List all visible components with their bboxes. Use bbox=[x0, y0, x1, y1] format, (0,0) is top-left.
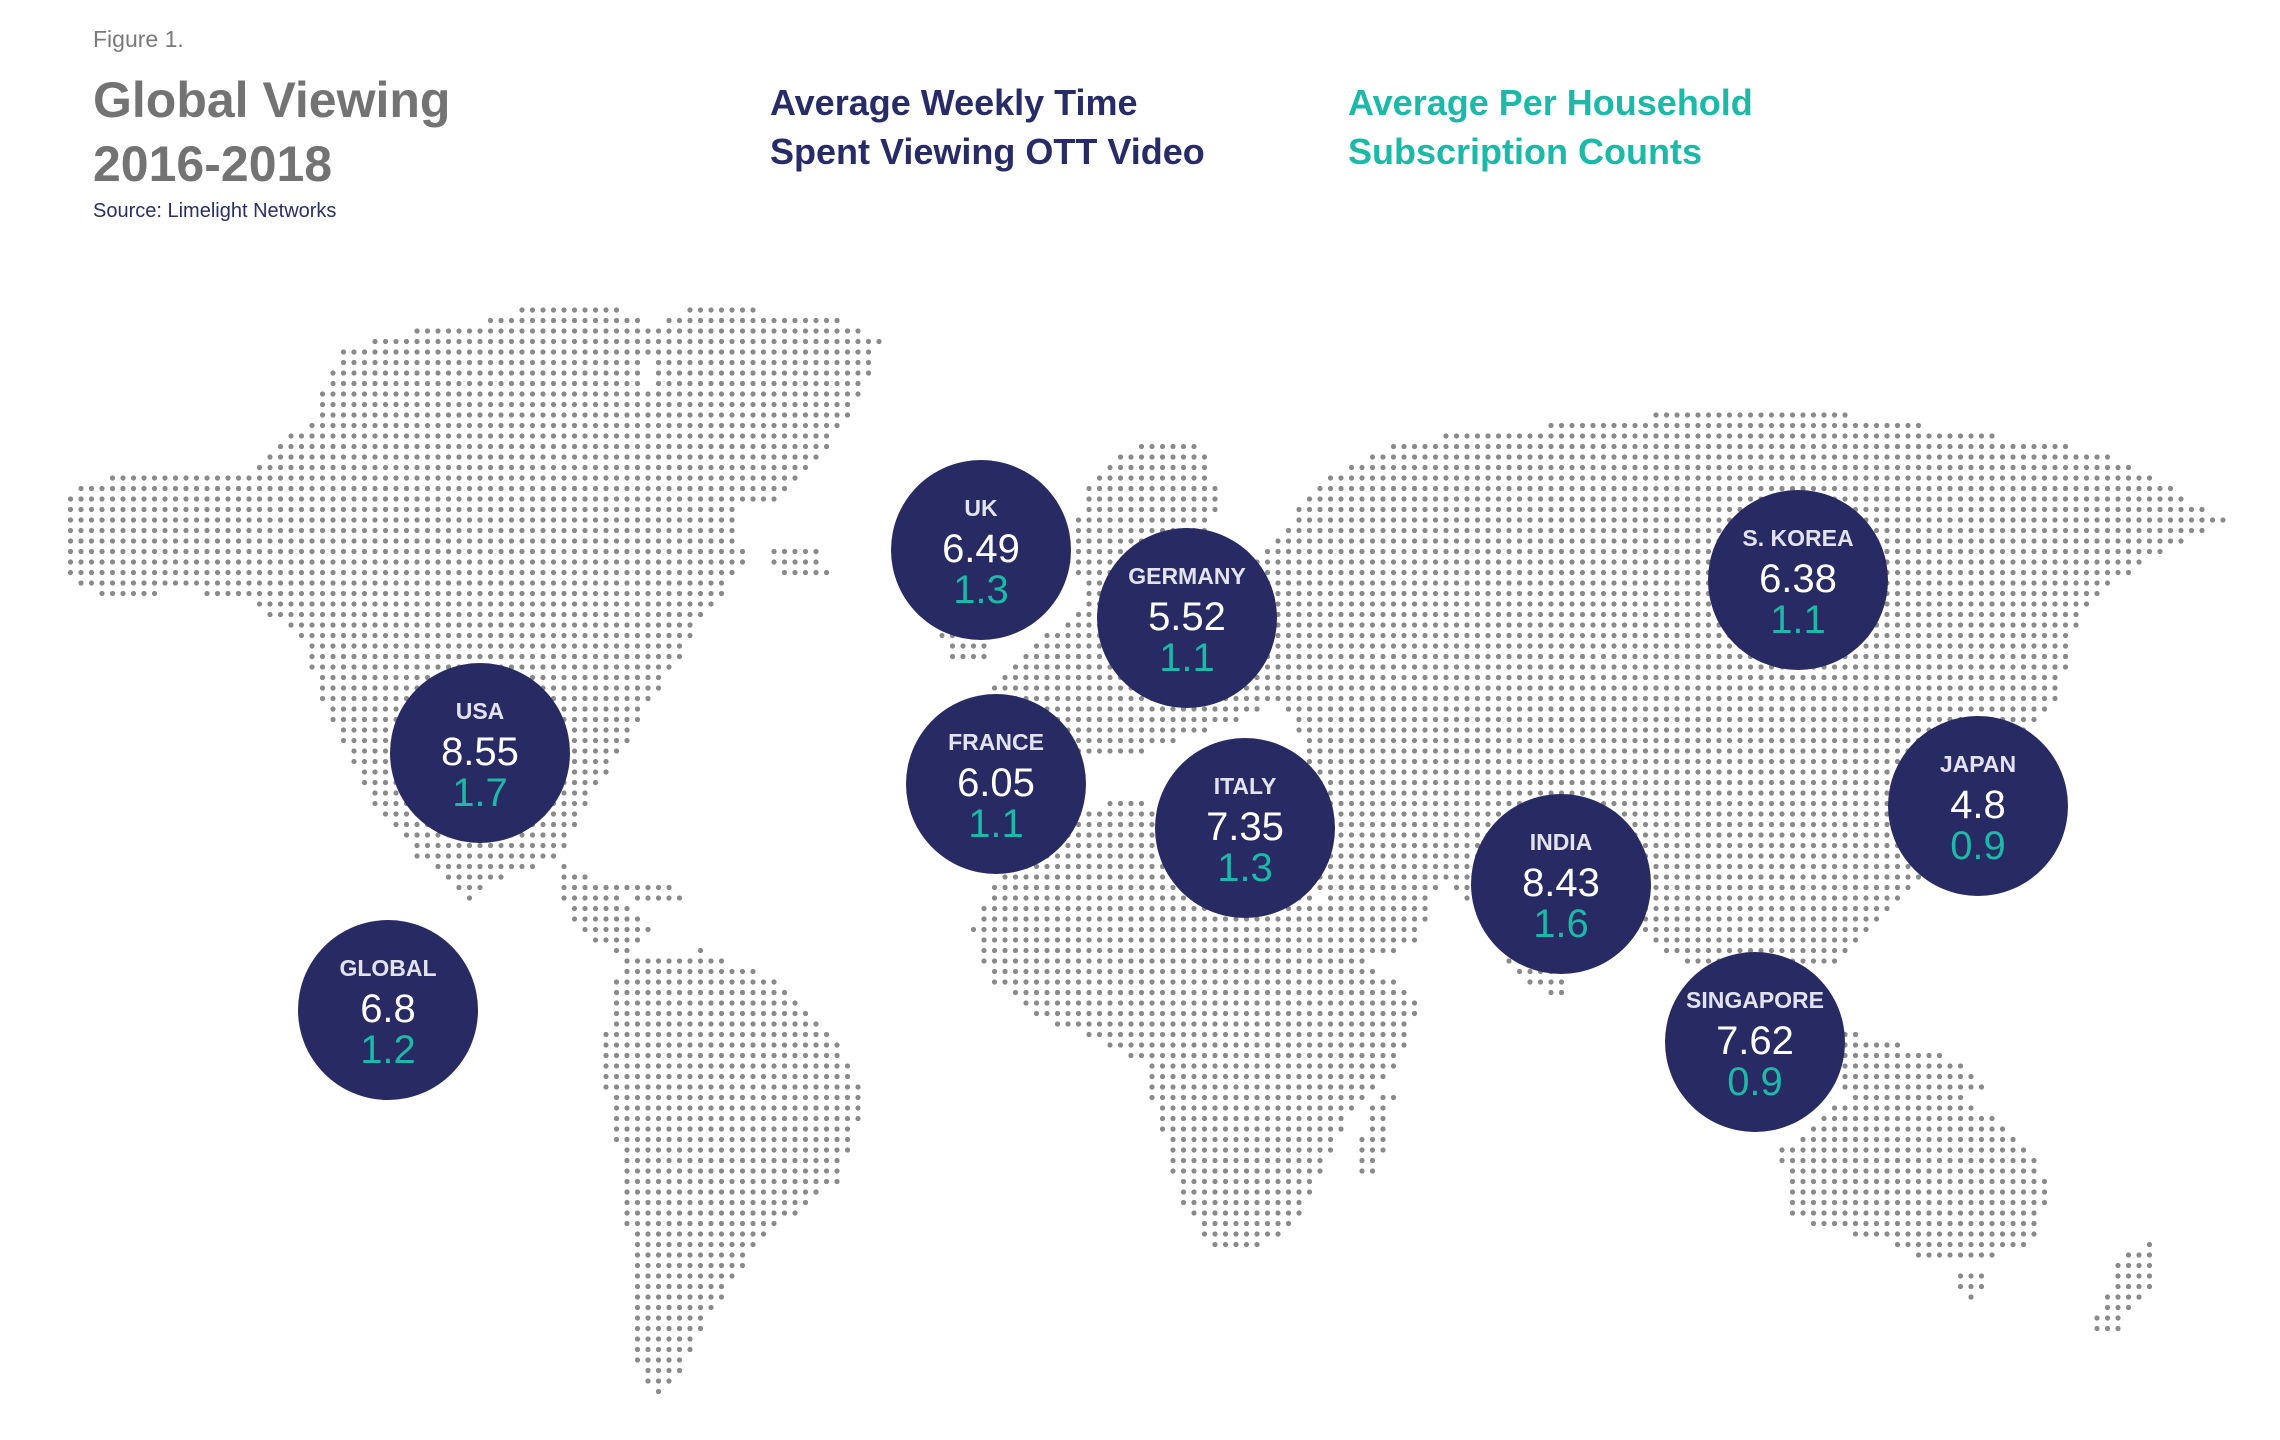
subscriptions-value: 1.7 bbox=[452, 771, 508, 815]
region-name: S. KOREA bbox=[1742, 525, 1854, 551]
subscriptions-value: 1.3 bbox=[1217, 846, 1273, 890]
subscriptions-value: 0.9 bbox=[1727, 1060, 1783, 1104]
region-bubble-india: INDIA 8.43 1.6 bbox=[1471, 794, 1651, 974]
weekly-hours-value: 4.8 bbox=[1950, 783, 2006, 827]
region-name: FRANCE bbox=[948, 729, 1044, 755]
region-name: INDIA bbox=[1529, 829, 1593, 855]
region-bubble-south-korea: S. KOREA 6.38 1.1 bbox=[1708, 490, 1888, 670]
weekly-hours-value: 8.55 bbox=[441, 730, 519, 774]
weekly-hours-value: 5.52 bbox=[1148, 595, 1226, 639]
weekly-hours-value: 6.38 bbox=[1759, 557, 1837, 601]
region-bubble-italy: ITALY 7.35 1.3 bbox=[1155, 738, 1335, 918]
subscriptions-value: 1.1 bbox=[1159, 636, 1215, 680]
title-line-1: Global Viewing bbox=[93, 72, 451, 128]
subscriptions-value: 1.1 bbox=[1770, 598, 1826, 642]
region-name: SINGAPORE bbox=[1685, 987, 1825, 1013]
figure-label: Figure 1. bbox=[93, 26, 184, 52]
legend-weekly-time: Average Weekly Time Spent Viewing OTT Vi… bbox=[770, 78, 1205, 176]
weekly-hours-value: 7.62 bbox=[1716, 1019, 1794, 1063]
weekly-hours-value: 6.49 bbox=[942, 527, 1020, 571]
weekly-hours-value: 6.8 bbox=[360, 987, 416, 1031]
title-line-2: 2016-2018 bbox=[93, 136, 333, 192]
region-bubble-uk: UK 6.49 1.3 bbox=[891, 460, 1071, 640]
page-title: Global Viewing 2016-2018 bbox=[93, 68, 450, 196]
legend-weekly-time-line-2: Spent Viewing OTT Video bbox=[770, 131, 1205, 172]
region-name: USA bbox=[455, 698, 505, 724]
source-note: Source: Limelight Networks bbox=[93, 200, 337, 222]
legend-subscriptions-line-1: Average Per Household bbox=[1348, 82, 1753, 123]
region-bubble-singapore: SINGAPORE 7.62 0.9 bbox=[1665, 952, 1845, 1132]
weekly-hours-value: 8.43 bbox=[1522, 861, 1600, 905]
weekly-hours-value: 6.05 bbox=[957, 761, 1035, 805]
region-name: ITALY bbox=[1213, 773, 1277, 799]
region-name: GERMANY bbox=[1128, 563, 1246, 589]
subscriptions-value: 0.9 bbox=[1950, 824, 2006, 868]
subscriptions-value: 1.3 bbox=[953, 568, 1009, 612]
region-name: GLOBAL bbox=[339, 955, 437, 981]
subscriptions-value: 1.2 bbox=[360, 1028, 416, 1072]
legend-subscriptions: Average Per Household Subscription Count… bbox=[1348, 78, 1753, 176]
subscriptions-value: 1.6 bbox=[1533, 902, 1589, 946]
region-name: UK bbox=[964, 495, 998, 521]
weekly-hours-value: 7.35 bbox=[1206, 805, 1284, 849]
region-bubble-usa: USA 8.55 1.7 bbox=[390, 663, 570, 843]
region-bubble-global: GLOBAL 6.8 1.2 bbox=[298, 920, 478, 1100]
legend-weekly-time-line-1: Average Weekly Time bbox=[770, 82, 1138, 123]
subscriptions-value: 1.1 bbox=[968, 802, 1024, 846]
region-bubble-japan: JAPAN 4.8 0.9 bbox=[1888, 716, 2068, 896]
legend-subscriptions-line-2: Subscription Counts bbox=[1348, 131, 1702, 172]
region-bubble-france: FRANCE 6.05 1.1 bbox=[906, 694, 1086, 874]
region-name: JAPAN bbox=[1939, 751, 2017, 777]
region-bubble-germany: GERMANY 5.52 1.1 bbox=[1097, 528, 1277, 708]
